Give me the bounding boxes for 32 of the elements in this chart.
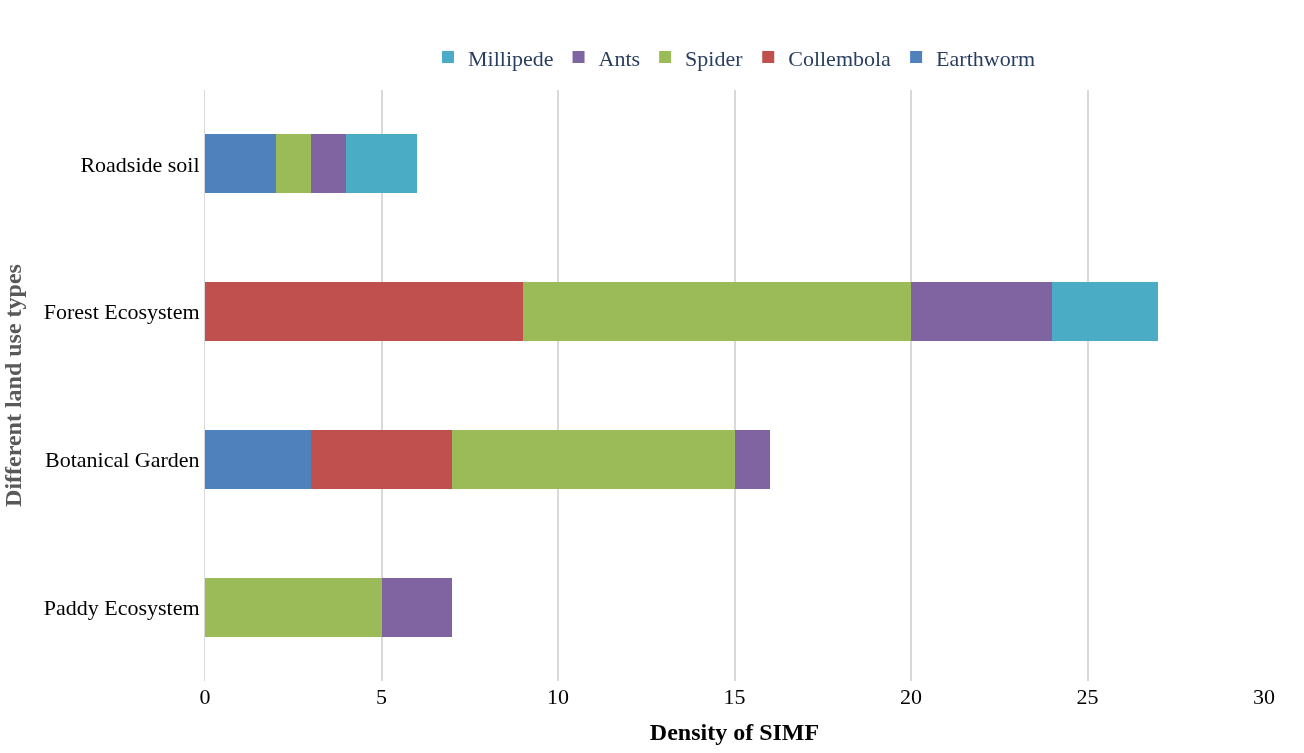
bar: [205, 134, 276, 194]
bar: [1052, 282, 1159, 342]
x-tick-label: 20: [900, 684, 922, 709]
bar: [310, 429, 453, 489]
bar: [522, 282, 911, 342]
x-axis-title: Density of SIMF: [649, 719, 820, 746]
bar: [275, 134, 311, 194]
bar: [734, 429, 770, 489]
x-tick-label: 25: [1076, 684, 1099, 709]
bar: [205, 577, 382, 637]
x-tick-label: 10: [547, 684, 569, 709]
x-tick-label: 30: [1253, 684, 1275, 709]
legend-label: Spider: [685, 45, 744, 71]
bar: [310, 134, 347, 194]
bar: [346, 134, 417, 194]
x-tick-label: 5: [376, 684, 387, 709]
x-tick-label: 0: [199, 684, 211, 709]
bar: [452, 429, 735, 489]
bar: [911, 282, 1053, 342]
y-tick-label: Paddy Ecosystem: [43, 594, 200, 620]
y-tick-label: Forest Ecosystem: [43, 299, 200, 325]
x-tick-label: 15: [723, 684, 746, 709]
bar: [205, 429, 311, 489]
legend-label: Collembola: [788, 45, 892, 71]
bar: [205, 282, 523, 342]
y-tick-label: Roadside soil: [80, 151, 200, 177]
y-tick-label: Botanical Garden: [45, 447, 200, 473]
bar: [381, 577, 453, 637]
legend-label: Earthworm: [936, 45, 1036, 71]
y-axis-title: Different land use types: [0, 264, 26, 507]
legend-label: Millipede: [468, 45, 554, 71]
legend-label: Ants: [598, 45, 641, 71]
